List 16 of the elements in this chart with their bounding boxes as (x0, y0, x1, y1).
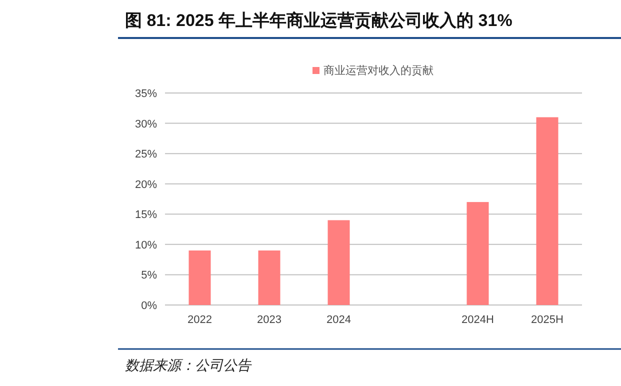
y-tick-label: 30% (134, 118, 158, 130)
y-tick-label: 35% (134, 88, 158, 100)
y-tick-label: 20% (134, 178, 158, 191)
x-tick-label: 2023 (257, 314, 282, 326)
y-tick-label: 25% (134, 148, 158, 161)
y-tick-label: 15% (134, 209, 158, 222)
y-tick-label: 10% (134, 239, 158, 252)
x-tick-label: 2024 (326, 314, 351, 326)
y-tick-label: 0% (141, 300, 158, 312)
x-tick-label: 2024H (462, 314, 494, 326)
y-tick-label: 5% (141, 270, 158, 282)
source-note: 数据来源：公司公告 (125, 357, 252, 373)
legend-label: 商业运营对收入的贡献 (324, 64, 434, 77)
title: 图 81: 2025 年上半年商业运营贡献公司收入的 31% (125, 11, 512, 30)
x-tick-label: 2025H (531, 314, 564, 326)
x-tick-label: 2022 (188, 314, 212, 326)
